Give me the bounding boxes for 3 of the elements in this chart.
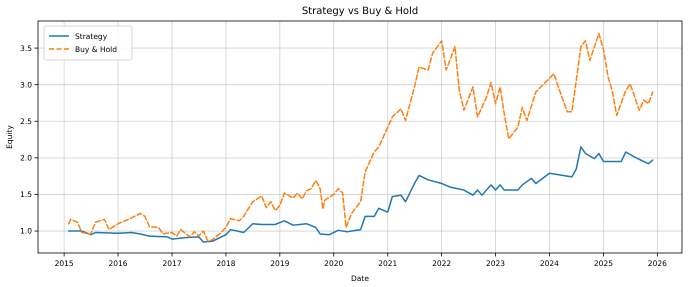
line-series — [68, 32, 654, 242]
chart-title: Strategy vs Buy & Hold — [302, 6, 418, 17]
line-series — [68, 146, 654, 243]
